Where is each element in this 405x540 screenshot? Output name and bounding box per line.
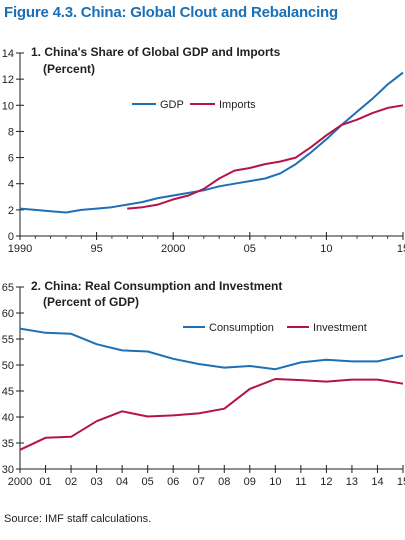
panel-2-x-tick-label: 08 [218, 476, 230, 488]
panel-2-x-tick-label: 07 [193, 476, 205, 488]
panel-2-y-tick-label: 65 [2, 282, 14, 294]
panel-2-title: 2. China: Real Consumption and Investmen… [31, 279, 282, 293]
panel-gdp-imports: 1. China's Share of Global GDP and Impor… [2, 45, 405, 255]
panel-1-x-tick-label: 05 [244, 243, 256, 255]
panel-2-x-tick-label: 01 [39, 476, 51, 488]
panel-1-x-tick-label: 15 [397, 243, 405, 255]
panel-1-legend-imports-label: Imports [219, 99, 256, 111]
panel-1-series-gdp-line [19, 71, 404, 214]
panel-2-y-tick-label: 50 [2, 360, 14, 372]
panel-1-x-tick-label: 95 [90, 243, 102, 255]
panel-1-y-tick-label: 4 [8, 179, 14, 191]
panel-2-x-tick-label: 05 [142, 476, 154, 488]
panel-2-series-consumption-line [19, 327, 404, 371]
panel-2-y-tick-label: 60 [2, 308, 14, 320]
panel-1-x-tick-label: 10 [320, 243, 332, 255]
panel-1-x-tick-label: 1990 [8, 243, 32, 255]
panel-2-x-tick-label: 14 [371, 476, 383, 488]
panel-2-x-tick-label: 15 [397, 476, 405, 488]
panel-2-x-tick-label: 09 [244, 476, 256, 488]
panel-2-x-tick-label: 12 [320, 476, 332, 488]
panel-2-x-tick-label: 02 [65, 476, 77, 488]
panel-2-x-tick-label: 2000 [8, 476, 32, 488]
panel-1-y-tick-label: 0 [8, 231, 14, 243]
panel-1-y-tick-label: 8 [8, 126, 14, 138]
panel-2-x-tick-label: 10 [269, 476, 281, 488]
panel-1-y-tick-label: 12 [2, 74, 14, 86]
panel-1-subtitle: (Percent) [43, 62, 95, 76]
panel-2-y-tick-label: 35 [2, 438, 14, 450]
panel-2-series-investment-line [19, 378, 404, 451]
source-note: Source: IMF staff calculations. [4, 513, 152, 525]
panel-2-y-tick-label: 30 [2, 464, 14, 476]
panel-2-y-tick-label: 40 [2, 412, 14, 424]
panel-1-y-tick-label: 2 [8, 205, 14, 217]
panel-1-series-imports-line [127, 104, 404, 210]
panel-2-x-tick-label: 11 [295, 476, 306, 488]
panel-consumption-investment: 2. China: Real Consumption and Investmen… [2, 279, 405, 488]
panel-1-y-tick-label: 14 [2, 48, 14, 60]
figure-title: Figure 4.3. China: Global Clout and Reba… [4, 4, 338, 21]
panel-1-x-tick-label: 2000 [161, 243, 185, 255]
panel-2-y-tick-label: 45 [2, 386, 14, 398]
panel-2-x-tick-label: 04 [116, 476, 128, 488]
panel-2-legend-consumption-label: Consumption [209, 322, 274, 334]
panel-2-subtitle: (Percent of GDP) [43, 295, 139, 309]
panel-1-legend-gdp-label: GDP [160, 99, 184, 111]
panel-1-title: 1. China's Share of Global GDP and Impor… [31, 45, 281, 59]
panel-2-x-tick-label: 06 [167, 476, 179, 488]
panel-2-y-tick-label: 55 [2, 334, 14, 346]
panel-1-y-tick-label: 6 [8, 153, 14, 165]
panel-1-y-tick-label: 10 [2, 100, 14, 112]
panel-2-x-tick-label: 13 [346, 476, 358, 488]
panel-2-legend-investment-label: Investment [313, 322, 367, 334]
panel-2-x-tick-label: 03 [90, 476, 102, 488]
